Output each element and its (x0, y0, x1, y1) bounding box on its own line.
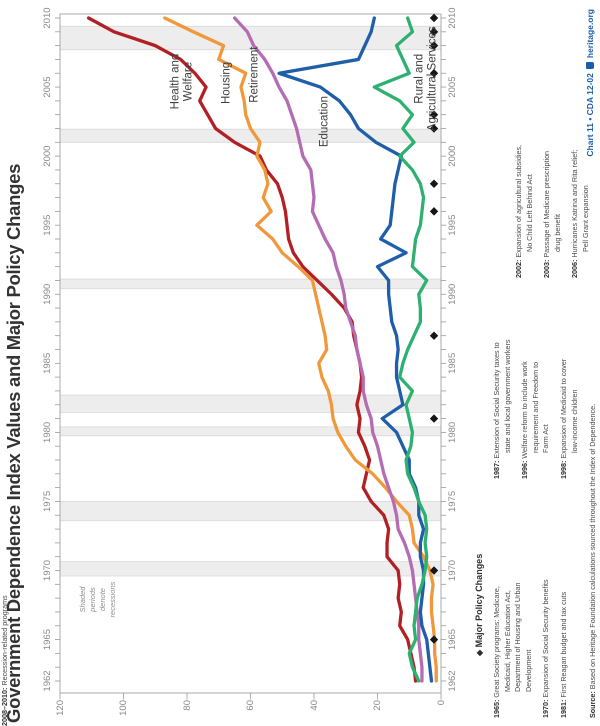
policy-note-item: 1970: Expansion of Social Security benef… (541, 484, 552, 718)
policy-note-item: 1998: Expansion of Medicaid to cover low-… (559, 279, 580, 479)
source-text: Based on Heritage Foundation calculation… (588, 403, 597, 690)
policy-note-line: low-income children (569, 389, 579, 453)
policy-marker-diamond (429, 635, 439, 644)
policy-note-item: 2003: Passage of Medicare prescription dr… (542, 78, 563, 278)
line-retirement (232, 16, 424, 683)
policy-note-year: 1981: (558, 697, 568, 718)
policy-marker-diamond (429, 414, 439, 423)
policy-note-year: 1987: (492, 458, 501, 479)
policy-note-item: 1996: Welfare reform to include work requ… (520, 279, 552, 479)
policy-note-item: 1965: Great Society programs: Medicare, M… (492, 484, 534, 718)
policy-notes-column-1: 1965: Great Society programs: Medicare, M… (492, 484, 577, 718)
policy-note-year: 1996: (520, 458, 530, 479)
heritage-logo-icon (586, 62, 594, 70)
source-label: Source: (588, 691, 597, 718)
policy-note-line: Development (523, 649, 533, 692)
credit-site: heritage.org (585, 9, 595, 59)
policy-note-item: 1987: Extension of Social Security taxes… (492, 279, 513, 479)
credit-text: Chart 11 • CDA 12-02 (585, 73, 595, 157)
policy-note-line: state and local government workers (502, 339, 512, 453)
recession-band (60, 129, 441, 143)
policy-note-line: 2002: Expansion of agricultural subsidie… (514, 144, 523, 278)
policy-note-line: Medicaid, Higher Education Act, (502, 590, 512, 692)
policy-marker-diamond (429, 566, 439, 575)
policy-note-line: 1981: First Reagan budget and tax cuts (558, 591, 568, 718)
policy-note-year: 1998: (558, 458, 568, 479)
recession-band (60, 279, 441, 289)
policy-note-line: Department of Housing and Urban (513, 582, 523, 692)
policy-note-year: 1965: (492, 697, 501, 718)
policy-note-line: drug benefit (552, 214, 562, 252)
policy-marker-diamond (429, 124, 439, 133)
policy-note-line: 1970: Expansion of Social Security benef… (541, 579, 551, 718)
policy-marker-diamond (429, 179, 439, 188)
policy-note-item: 2008–2010: Recession-related programs (0, 530, 11, 726)
policy-note-line: 2003: Passage of Medicare prescription (542, 150, 552, 278)
policy-note-line: 2008–2010: Recession-related programs (0, 595, 9, 726)
recession-band (60, 395, 441, 413)
policy-marker-diamond (429, 110, 439, 119)
policy-note-line: requirement and Freedom to (530, 361, 540, 453)
policy-note-item: 1981: First Reagan budget and tax cuts (559, 484, 570, 718)
recession-band (60, 561, 441, 577)
policy-marker-diamond (429, 207, 439, 216)
policy-note-year: 2003: (542, 257, 552, 278)
recession-band (60, 501, 441, 521)
recession-band (60, 426, 441, 436)
policy-note-year: 1970: (541, 697, 551, 718)
policy-marker-diamond (429, 41, 439, 50)
policy-note-line: Farm Act (541, 424, 551, 453)
policy-note-line: 1965: Great Society programs: Medicare, (492, 586, 501, 718)
policy-notes-heading: ◆ Major Policy Changes (474, 554, 484, 656)
policy-note-year: 2002: (514, 257, 523, 278)
policy-note-line: 1996: Welfare reform to include work (520, 361, 530, 479)
policy-note-line: 1987: Extension of Social Security taxes… (492, 342, 501, 479)
policy-notes-heading-text: Major Policy Changes (474, 553, 484, 648)
diamond-icon: ◆ (475, 649, 484, 656)
policy-marker-diamond (429, 27, 439, 37)
policy-note-year: 2008–2010: (0, 685, 9, 726)
policy-notes-column-4: 2008–2010: Recession-related programs (0, 530, 11, 726)
policy-marker-diamond (429, 331, 439, 340)
credit-line: Chart 11 • CDA 12-02 heritage.org (585, 9, 595, 157)
policy-note-line: 1998: Expansion of Medicaid to cover (558, 358, 568, 479)
policy-marker-diamond (429, 69, 439, 78)
policy-note-line: 2006: Hurricanes Katrina and Rita relief… (570, 149, 580, 278)
policy-note-item: 2002: Expansion of agricultural subsidie… (514, 78, 535, 278)
policy-note-year: 2006: (570, 257, 580, 278)
policy-marker-diamond (429, 13, 439, 23)
line-rural (372, 16, 429, 683)
source-line: Source: Based on Heritage Foundation cal… (588, 404, 597, 718)
policy-note-line: No Child Left Behind Act (524, 174, 534, 252)
policy-notes-column-2: 1987: Extension of Social Security taxes… (492, 279, 587, 479)
